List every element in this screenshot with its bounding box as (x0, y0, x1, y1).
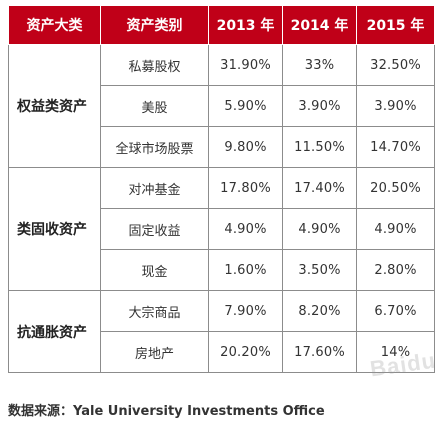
value-2013: 20.20% (208, 331, 283, 373)
value-2013: 1.60% (208, 249, 283, 291)
value-2013: 7.90% (208, 290, 283, 332)
value-2015: 6.70% (356, 290, 435, 332)
value-2014: 3.50% (282, 249, 357, 291)
asset-name: 固定收益 (100, 208, 209, 250)
header-year-2015: 2015 年 (356, 5, 435, 45)
value-2014: 4.90% (282, 208, 357, 250)
allocation-table-container: 资产大类 资产类别 2013 年 2014 年 2015 年 权益类资产 私募股… (8, 5, 435, 373)
group-label-fixed-income-like: 类固收资产 (8, 167, 101, 291)
allocation-table: 资产大类 资产类别 2013 年 2014 年 2015 年 权益类资产 私募股… (8, 5, 435, 373)
value-2014: 8.20% (282, 290, 357, 332)
table-row: 权益类资产 私募股权 31.90% 33% 32.50% (8, 44, 435, 168)
value-2015: 32.50% (356, 44, 435, 86)
value-2014: 17.40% (282, 167, 357, 209)
value-2014: 11.50% (282, 126, 357, 168)
group-label-equity: 权益类资产 (8, 44, 101, 168)
value-2013: 5.90% (208, 85, 283, 127)
header-major-category: 资产大类 (8, 5, 101, 45)
header-asset-class: 资产类别 (100, 5, 209, 45)
table-row: 现金 1.60% 3.50% 2.80% (9, 249, 435, 291)
value-2014: 17.60% (282, 331, 357, 373)
value-2015: 14% (356, 331, 435, 373)
asset-name: 对冲基金 (100, 167, 209, 209)
asset-name: 大宗商品 (100, 290, 209, 332)
header-year-2013: 2013 年 (208, 5, 283, 45)
data-source-note: 数据来源：Yale University Investments Office (8, 404, 325, 419)
group-label-inflation-hedge: 抗通胀资产 (8, 290, 101, 373)
value-2013: 9.80% (208, 126, 283, 168)
table-row: 全球市场股票 9.80% 11.50% 14.70% (9, 126, 435, 168)
value-2014: 3.90% (282, 85, 357, 127)
value-2015: 14.70% (356, 126, 435, 168)
table-row: 固定收益 4.90% 4.90% 4.90% (9, 208, 435, 250)
value-2013: 4.90% (208, 208, 283, 250)
asset-name: 美股 (100, 85, 209, 127)
table-row: 类固收资产 对冲基金 17.80% 17.40% 20.50% (8, 167, 435, 291)
asset-name: 私募股权 (100, 44, 209, 86)
table-row: 美股 5.90% 3.90% 3.90% (9, 85, 435, 127)
value-2015: 2.80% (356, 249, 435, 291)
header-year-2014: 2014 年 (282, 5, 357, 45)
table-header-row: 资产大类 资产类别 2013 年 2014 年 2015 年 (8, 5, 435, 45)
value-2015: 3.90% (356, 85, 435, 127)
value-2015: 20.50% (356, 167, 435, 209)
table-row: 房地产 20.20% 17.60% 14% (9, 331, 435, 373)
value-2014: 33% (282, 44, 357, 86)
asset-name: 房地产 (100, 331, 209, 373)
table-row: 抗通胀资产 大宗商品 7.90% 8.20% 6.70% (8, 290, 435, 373)
value-2013: 31.90% (208, 44, 283, 86)
asset-name: 现金 (100, 249, 209, 291)
asset-name: 全球市场股票 (100, 126, 209, 168)
value-2015: 4.90% (356, 208, 435, 250)
value-2013: 17.80% (208, 167, 283, 209)
